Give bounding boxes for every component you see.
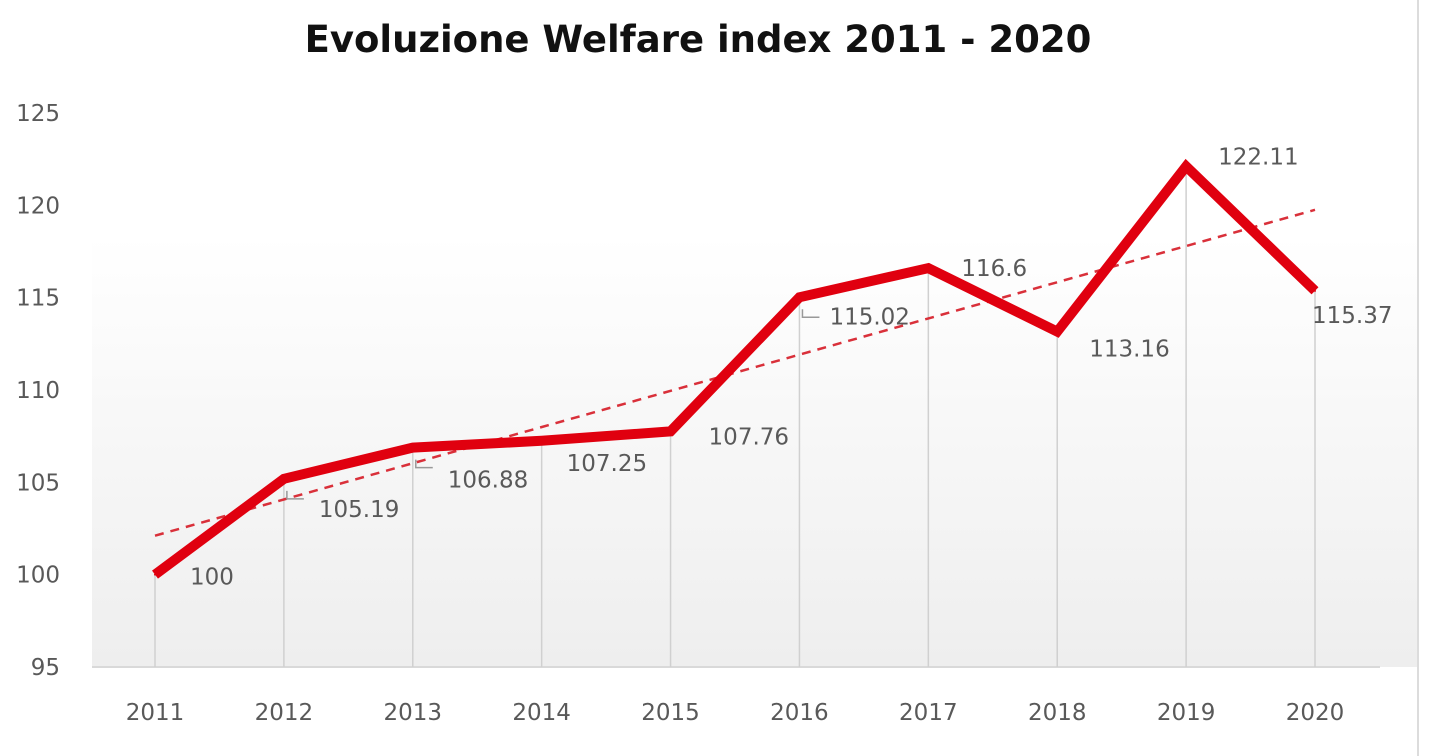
series-line (152, 158, 1319, 579)
drop-lines (154, 166, 1316, 667)
data-point (282, 477, 285, 480)
data-label: 105.19 (319, 497, 399, 523)
plot-background (92, 235, 1417, 667)
trendline-path (154, 208, 1316, 537)
series-polyline (152, 158, 1319, 579)
data-point (1056, 330, 1059, 333)
x-tick-label: 2016 (770, 700, 829, 726)
x-axis: 2011 2012 2013 2014 2015 2016 2017 2018 2019 2020 (126, 700, 1345, 726)
data-label: 122.11 (1218, 144, 1298, 170)
x-tick-label: 2019 (1157, 700, 1216, 726)
x-tick-label: 2020 (1286, 700, 1345, 726)
data-point (1314, 289, 1316, 292)
data-label: 106.88 (448, 468, 528, 494)
data-point (411, 446, 414, 449)
x-tick-label: 2015 (641, 700, 700, 726)
y-axis: 95 100 105 110 115 120 125 (16, 101, 60, 681)
y-tick-label: 115 (16, 286, 60, 312)
data-labels: 100 105.19 106.88 107.25 107.76 115.02 116.6 11… (190, 144, 1392, 590)
data-point (798, 296, 801, 299)
data-point (540, 439, 543, 442)
trendline (154, 208, 1316, 537)
x-tick-label: 2011 (126, 700, 185, 726)
y-tick-label: 95 (31, 655, 60, 681)
data-label: 116.6 (961, 256, 1027, 282)
y-tick-label: 110 (16, 378, 60, 404)
x-tick-label: 2014 (512, 700, 571, 726)
data-point (154, 573, 156, 576)
data-label: 115.02 (829, 304, 909, 330)
label-leader-line (801, 309, 820, 319)
data-label: 107.76 (709, 424, 789, 450)
data-label: 100 (190, 565, 234, 591)
x-tick-label: 2012 (255, 700, 314, 726)
data-point (669, 430, 672, 433)
x-tick-label: 2013 (384, 700, 443, 726)
label-leader-line (415, 459, 433, 469)
data-label: 107.25 (567, 451, 647, 477)
x-tick-label: 2017 (899, 700, 958, 726)
y-tick-label: 120 (16, 193, 60, 219)
label-leader-line (286, 490, 304, 500)
y-tick-label: 105 (16, 470, 60, 496)
data-label: 113.16 (1089, 337, 1169, 363)
x-tick-label: 2018 (1028, 700, 1087, 726)
data-point (927, 267, 930, 270)
chart-title: Evoluzione Welfare index 2011 - 2020 (305, 18, 1092, 61)
y-tick-label: 100 (16, 563, 60, 589)
y-tick-label: 125 (16, 101, 60, 127)
data-label: 115.37 (1312, 303, 1392, 329)
data-point (1185, 165, 1188, 168)
